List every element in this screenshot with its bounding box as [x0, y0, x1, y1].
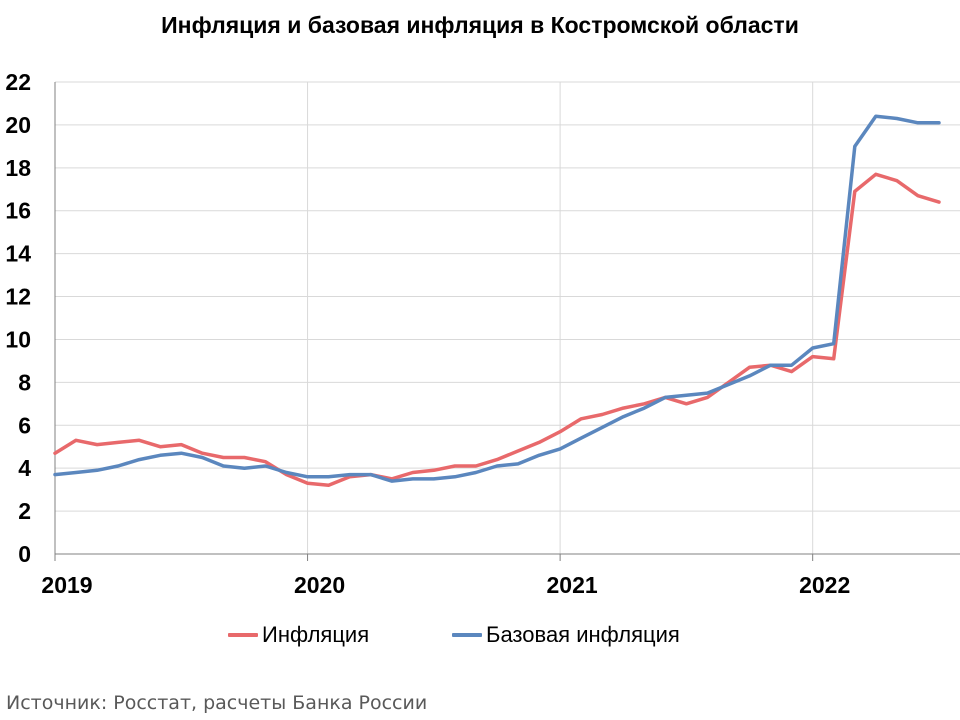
legend-label-inflation: Инфляция: [262, 622, 370, 647]
y-tick-label: 12: [5, 284, 31, 310]
x-tick-label: 2021: [547, 572, 598, 598]
legend-label-core-inflation: Базовая инфляция: [486, 622, 680, 647]
y-tick-label: 20: [5, 112, 31, 138]
legend-item-core-inflation: Базовая инфляция: [452, 620, 680, 650]
y-tick-label: 22: [5, 69, 31, 95]
y-tick-label: 16: [5, 198, 31, 224]
series-line-core-inflation: [53, 114, 941, 483]
legend-swatch-core-inflation: [452, 633, 482, 637]
series-lines: [53, 114, 941, 488]
y-tick-label: 10: [5, 326, 31, 352]
series-line-inflation: [53, 172, 941, 488]
legend-swatch-inflation: [228, 633, 258, 637]
grid-lines: [55, 81, 960, 554]
x-tick-label: 2020: [294, 572, 345, 598]
x-tick-label: 2019: [41, 572, 92, 598]
y-tick-label: 4: [18, 455, 31, 481]
y-tick-label: 8: [18, 369, 31, 395]
x-tick-label: 2022: [799, 572, 850, 598]
y-tick-label: 0: [18, 541, 31, 567]
y-tick-label: 18: [5, 155, 31, 181]
y-tick-label: 2: [18, 498, 31, 524]
y-tick-label: 14: [5, 241, 31, 267]
source-note: Источник: Росстат, расчеты Банка России: [6, 692, 428, 714]
legend-item-inflation: Инфляция: [228, 620, 369, 650]
chart-title: Инфляция и базовая инфляция в Костромско…: [161, 12, 799, 38]
y-tick-label: 6: [18, 412, 31, 438]
axes: [54, 82, 960, 561]
